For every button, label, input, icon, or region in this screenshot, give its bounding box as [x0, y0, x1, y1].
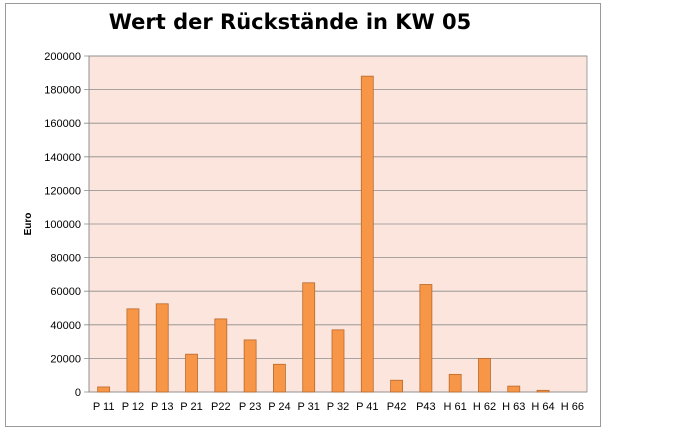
x-tick-label: P 21 [180, 401, 202, 413]
bar-p12 [126, 308, 140, 393]
y-tick-labels: 0 20000 40000 60000 80000 100000 120000 140000 1… [44, 51, 81, 399]
y-tick-label: 160000 [44, 118, 81, 130]
y-tick-label: 200000 [44, 51, 81, 63]
bar-h64 [536, 389, 550, 393]
y-tick-label: 100000 [44, 219, 81, 231]
y-tick-label: 40000 [50, 320, 81, 332]
y-tick-label: 60000 [50, 286, 81, 298]
y-tick-label: 0 [75, 387, 81, 399]
y-tick-label: 120000 [44, 185, 81, 197]
x-tick-labels: P 11 P 12 P 13 P 21 P22 P 23 P 24 P 31 P 32 P 41 P… [93, 401, 584, 413]
bar-p21 [185, 353, 198, 393]
bar-p42 [390, 379, 403, 393]
bar-p22 [214, 318, 228, 393]
y-tick-label: 80000 [50, 253, 81, 265]
bar-p11 [97, 386, 111, 393]
x-tick-label: P22 [211, 401, 231, 413]
bar-p43 [419, 284, 433, 393]
bar-p41 [360, 75, 374, 393]
y-tick-label: 20000 [50, 353, 81, 365]
bar-h62 [478, 357, 491, 393]
y-tick-label: 180000 [44, 85, 81, 97]
bar-p24 [273, 363, 286, 393]
x-tick-label: H 61 [444, 401, 467, 413]
bars [97, 75, 550, 393]
bar-p32 [331, 329, 345, 393]
x-tick-label: H 63 [502, 401, 525, 413]
x-tick-label: P43 [416, 401, 436, 413]
bar-p13 [155, 303, 169, 393]
x-tick-label: P42 [387, 401, 407, 413]
x-tick-label: P 31 [297, 401, 319, 413]
bar-h63 [507, 385, 521, 393]
x-tick-label: P 12 [122, 401, 144, 413]
bar-h61 [448, 373, 462, 393]
x-tick-label: H 64 [531, 401, 554, 413]
x-tick-label: P 23 [239, 401, 261, 413]
x-tick-label: P 32 [327, 401, 349, 413]
y-axis-label: Euro [23, 213, 34, 236]
bar-p31 [302, 282, 316, 393]
bar-p23 [243, 339, 257, 393]
x-tick-label: P 24 [268, 401, 290, 413]
y-tick-label: 140000 [44, 152, 81, 164]
chart-title: Wert der Rückstände in KW 05 [108, 10, 472, 34]
x-tick-label: P 13 [151, 401, 173, 413]
x-tick-label: H 62 [473, 401, 496, 413]
x-tick-label: P 11 [93, 401, 115, 413]
x-tick-label: P 41 [356, 401, 378, 413]
x-tick-label: H 66 [561, 401, 584, 413]
